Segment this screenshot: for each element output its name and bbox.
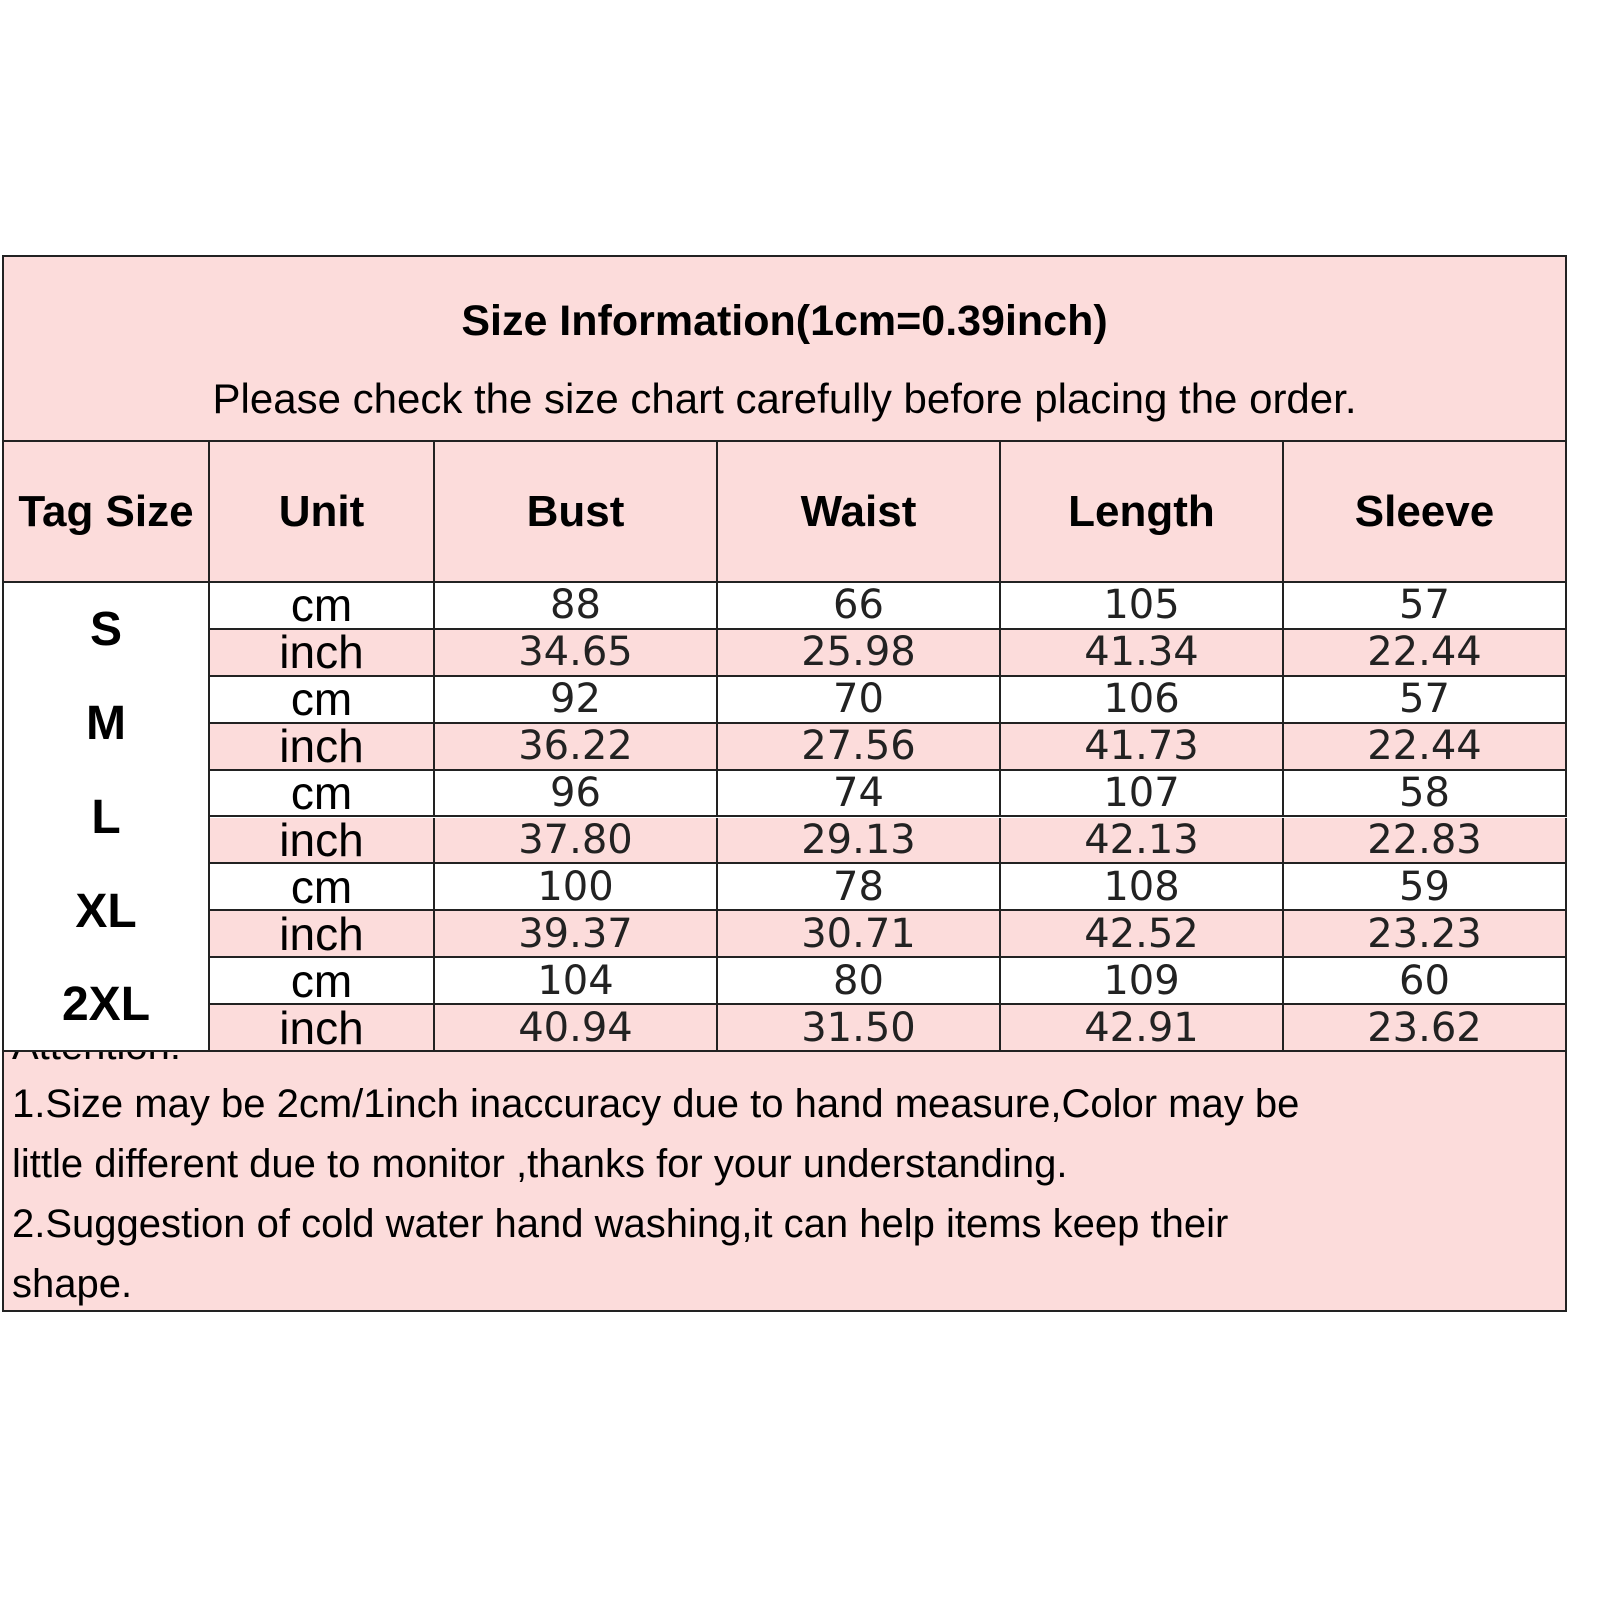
column-header: Waist (718, 440, 1001, 583)
value-cell: 92 (435, 676, 718, 724)
value-cell: 105 (1001, 583, 1284, 630)
value-cell: 34.65 (435, 629, 718, 677)
value-cell: 23.23 (1284, 911, 1567, 959)
value-cell: 60 (1284, 958, 1567, 1006)
unit-cell: inch (210, 723, 435, 771)
value-cell: 22.44 (1284, 723, 1567, 771)
value-cell: 58 (1284, 770, 1567, 818)
value-cell: 39.37 (435, 911, 718, 959)
tag-size-cell: S (2, 583, 210, 677)
column-header: Sleeve (1284, 440, 1567, 583)
attention-notes: Attention: 1.Size may be 2cm/1inch inacc… (2, 1020, 1567, 1312)
value-cell: 57 (1284, 583, 1567, 630)
unit-cell: inch (210, 1005, 435, 1052)
note-line: 1.Size may be 2cm/1inch inaccuracy due t… (12, 1082, 1300, 1126)
unit-cell: cm (210, 583, 435, 630)
value-cell: 70 (718, 676, 1001, 724)
note-line: 2.Suggestion of cold water hand washing,… (12, 1202, 1229, 1246)
note-line: little different due to monitor ,thanks … (12, 1142, 1068, 1186)
value-cell: 88 (435, 583, 718, 630)
value-cell: 41.73 (1001, 723, 1284, 771)
value-cell: 106 (1001, 676, 1284, 724)
value-cell: 42.13 (1001, 817, 1284, 865)
value-cell: 27.56 (718, 723, 1001, 771)
value-cell: 23.62 (1284, 1005, 1567, 1052)
value-cell: 36.22 (435, 723, 718, 771)
unit-cell: cm (210, 676, 435, 724)
value-cell: 80 (718, 958, 1001, 1006)
value-cell: 37.80 (435, 817, 718, 865)
value-cell: 100 (435, 864, 718, 912)
value-cell: 66 (718, 583, 1001, 630)
unit-cell: inch (210, 911, 435, 959)
value-cell: 31.50 (718, 1005, 1001, 1052)
chart-subtitle: Please check the size chart carefully be… (212, 375, 1357, 422)
value-cell: 57 (1284, 676, 1567, 724)
tag-size-cell: M (2, 676, 210, 771)
unit-cell: cm (210, 958, 435, 1006)
unit-cell: inch (210, 817, 435, 865)
unit-cell: cm (210, 770, 435, 818)
value-cell: 109 (1001, 958, 1284, 1006)
value-cell: 104 (435, 958, 718, 1006)
value-cell: 29.13 (718, 817, 1001, 865)
tag-size-cell: 2XL (2, 958, 210, 1052)
value-cell: 78 (718, 864, 1001, 912)
column-header: Tag Size (2, 440, 210, 583)
chart-title: Size Information(1cm=0.39inch) (461, 297, 1108, 345)
value-cell: 40.94 (435, 1005, 718, 1052)
value-cell: 22.83 (1284, 817, 1567, 865)
value-cell: 59 (1284, 864, 1567, 912)
value-cell: 96 (435, 770, 718, 818)
value-cell: 25.98 (718, 629, 1001, 677)
unit-cell: inch (210, 629, 435, 677)
value-cell: 42.52 (1001, 911, 1284, 959)
value-cell: 41.34 (1001, 629, 1284, 677)
size-chart-header: Size Information(1cm=0.39inch) Please ch… (2, 255, 1567, 441)
value-cell: 74 (718, 770, 1001, 818)
value-cell: 108 (1001, 864, 1284, 912)
value-cell: 107 (1001, 770, 1284, 818)
column-header: Length (1001, 440, 1284, 583)
unit-cell: cm (210, 864, 435, 912)
tag-size-cell: L (2, 770, 210, 865)
tag-size-cell: XL (2, 864, 210, 959)
value-cell: 30.71 (718, 911, 1001, 959)
value-cell: 22.44 (1284, 629, 1567, 677)
column-header: Unit (210, 440, 435, 583)
note-line: shape. (12, 1262, 133, 1306)
value-cell: 42.91 (1001, 1005, 1284, 1052)
column-header: Bust (435, 440, 718, 583)
